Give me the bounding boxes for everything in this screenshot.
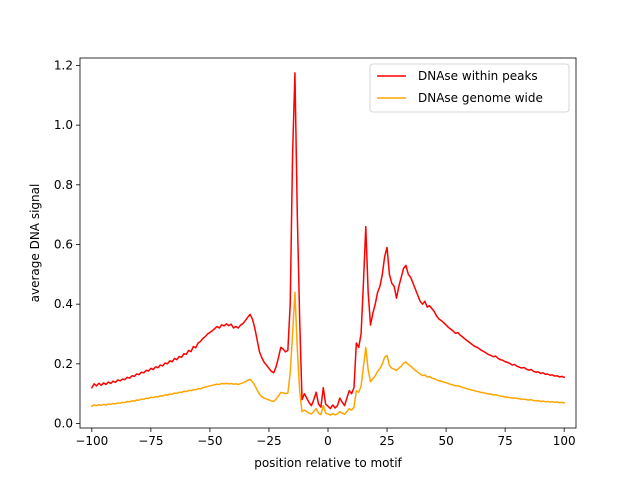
y-axis: 0.0 0.2 0.4 0.6 0.8 1.0 1.2 — [54, 58, 80, 431]
y-tick-label: 1.2 — [54, 58, 73, 72]
legend: DNAse within peaks DNAse genome wide — [369, 63, 570, 113]
legend-box — [369, 63, 570, 113]
x-axis-label: position relative to motif — [254, 456, 402, 470]
x-tick-label: −75 — [138, 434, 163, 448]
series-layer — [90, 72, 566, 416]
x-tick-label: −100 — [75, 434, 108, 448]
series-line-0 — [90, 72, 566, 410]
legend-label-within-peaks: DNAse within peaks — [418, 69, 538, 83]
x-tick-label: 100 — [553, 434, 576, 448]
x-tick-label: −25 — [256, 434, 281, 448]
x-axis: −100 −75 −50 −25 0 25 50 75 100 — [75, 428, 576, 448]
x-tick-label: 75 — [498, 434, 513, 448]
plot-area — [80, 58, 576, 428]
x-tick-label: 25 — [379, 434, 394, 448]
y-tick-label: 0.2 — [54, 357, 73, 371]
y-axis-label: average DNA signal — [28, 184, 42, 303]
y-tick-label: 0.8 — [54, 178, 73, 192]
y-tick-label: 0.6 — [54, 237, 73, 251]
x-tick-label: 0 — [324, 434, 332, 448]
x-tick-label: 50 — [438, 434, 453, 448]
y-tick-label: 0.0 — [54, 417, 73, 431]
y-tick-label: 1.0 — [54, 118, 73, 132]
x-tick-label: −50 — [197, 434, 222, 448]
legend-label-genome-wide: DNAse genome wide — [418, 91, 543, 105]
y-tick-label: 0.4 — [54, 297, 73, 311]
series-line-1 — [90, 291, 566, 416]
